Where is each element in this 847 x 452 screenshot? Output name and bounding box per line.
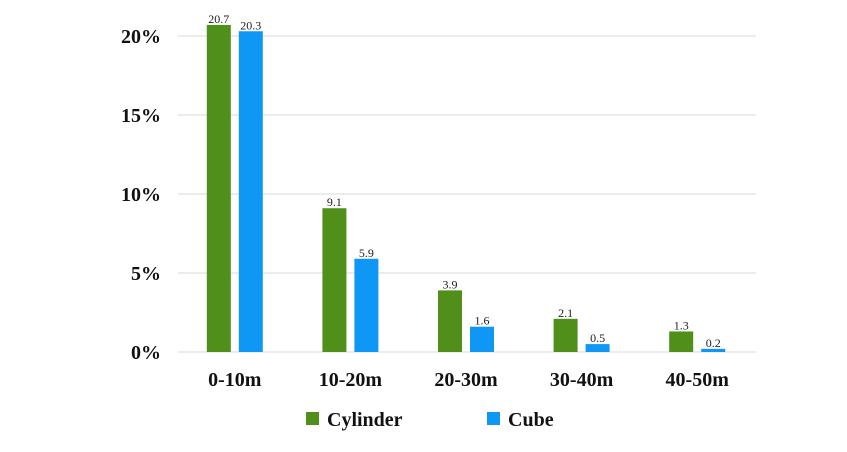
- x-axis-categories: 0-10m 10-20m 20-30m 30-40m 40-50m: [208, 369, 729, 391]
- y-tick-label: 10%: [121, 184, 161, 206]
- data-label: 1.6: [475, 314, 490, 328]
- y-axis-ticks: 0% 5% 10% 15% 20%: [121, 26, 161, 364]
- data-label: 0.5: [590, 331, 605, 345]
- bar-cylinder: [206, 24, 231, 352]
- data-label: 9.1: [327, 195, 342, 209]
- bar-cylinder: [669, 331, 694, 352]
- bar-cylinder: [553, 318, 578, 352]
- grid-lines: [178, 35, 756, 353]
- y-tick-label: 5%: [131, 263, 161, 285]
- x-category-label: 20-30m: [434, 369, 498, 391]
- data-label: 1.3: [674, 318, 689, 332]
- bar-cylinder: [438, 290, 462, 352]
- legend: Cylinder Cube: [306, 409, 554, 431]
- y-tick-label: 15%: [121, 105, 161, 127]
- x-category-label: 10-20m: [319, 369, 383, 391]
- y-tick-label: 0%: [131, 342, 161, 364]
- data-label: 2.1: [558, 306, 573, 320]
- bar-cube: [470, 326, 494, 352]
- data-label: 20.7: [208, 12, 229, 26]
- data-label: 0.2: [706, 336, 721, 350]
- bars: [206, 24, 726, 352]
- y-tick-label: 20%: [121, 26, 161, 48]
- bar-cylinder: [322, 208, 347, 352]
- legend-label: Cube: [508, 409, 554, 431]
- bar-cube: [585, 344, 610, 352]
- x-category-label: 40-50m: [666, 369, 730, 391]
- x-category-label: 30-40m: [550, 369, 614, 391]
- bar-cube: [701, 348, 726, 352]
- data-labels: 20.7 20.3 9.1 5.9 3.9 1.6 2.1 0.5 1.3 0.2: [208, 12, 720, 350]
- data-label: 3.9: [443, 277, 458, 291]
- legend-swatch-cylinder: [306, 412, 319, 425]
- bar-cube: [238, 31, 263, 352]
- legend-swatch-cube: [487, 412, 500, 425]
- data-label: 5.9: [359, 246, 374, 260]
- bar-cube: [354, 258, 379, 352]
- legend-label: Cylinder: [327, 409, 403, 431]
- x-category-label: 0-10m: [208, 369, 262, 391]
- data-label: 20.3: [240, 18, 261, 32]
